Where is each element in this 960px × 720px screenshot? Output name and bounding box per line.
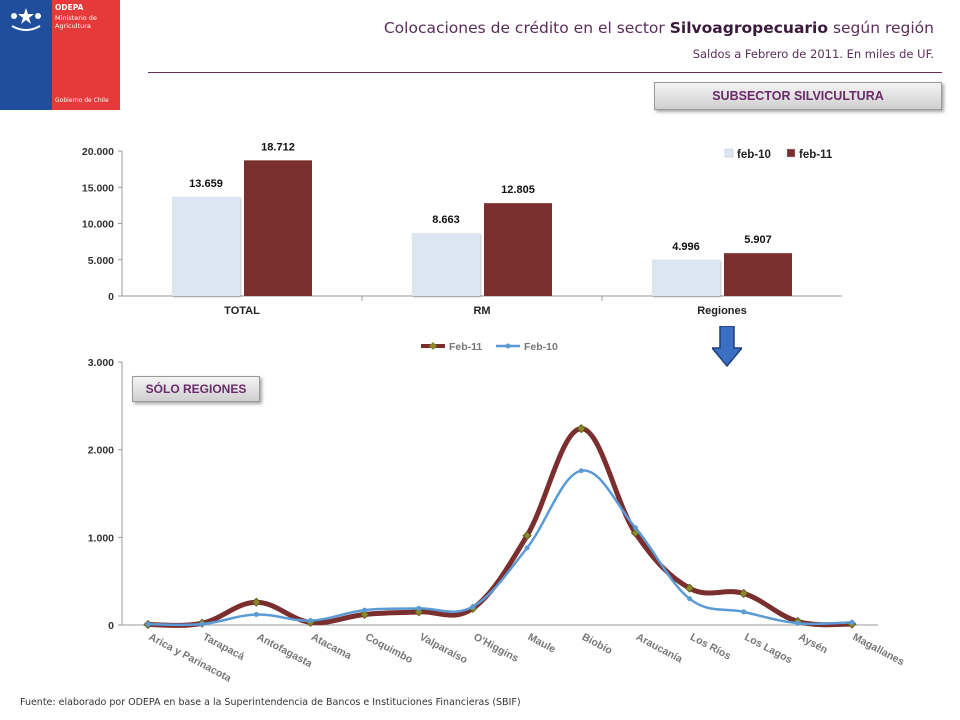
down-arrow-icon bbox=[712, 326, 742, 368]
chile-crest-icon bbox=[11, 8, 41, 31]
line-x-tick-label: Magallanes bbox=[851, 631, 907, 668]
title-prefix: Colocaciones de crédito en el sector bbox=[383, 19, 670, 37]
bar-legend-swatch bbox=[724, 148, 734, 158]
bar-feb-10-rm bbox=[412, 233, 480, 296]
point-feb-11 bbox=[414, 607, 424, 617]
bar-value-label: 5.907 bbox=[744, 234, 772, 246]
page-subtitle: Saldos a Febrero de 2011. En miles de UF… bbox=[692, 47, 934, 61]
point-feb-11 bbox=[684, 583, 695, 593]
bar-legend-label: feb-11 bbox=[799, 149, 833, 161]
point-feb-10 bbox=[416, 605, 422, 611]
bar-y-tick-label: 15.000 bbox=[82, 182, 114, 194]
bar-feb-10-total bbox=[172, 196, 240, 296]
line-y-tick-label: 0 bbox=[108, 620, 114, 632]
title-bold: Silvoagropecuario bbox=[669, 19, 829, 37]
bar-category-label: RM bbox=[473, 305, 490, 317]
line-legend-label: Feb-11 bbox=[449, 341, 482, 353]
bar-value-label: 13.659 bbox=[189, 178, 223, 190]
line-x-tick-label: Valparaíso bbox=[417, 631, 469, 666]
point-feb-10 bbox=[578, 468, 584, 474]
line-x-tick-label: Araucanía bbox=[634, 631, 685, 666]
title-divider bbox=[148, 72, 942, 73]
title-suffix: según región bbox=[828, 19, 934, 37]
logo-ministry-line1: Ministerio de bbox=[55, 14, 97, 22]
series-line-feb-10 bbox=[146, 469, 854, 627]
bar-category-label: TOTAL bbox=[224, 305, 260, 317]
bar-legend-swatch bbox=[786, 148, 796, 158]
bar-y-tick-label: 10.000 bbox=[82, 219, 114, 231]
bar-chart: 0 5.000 10.000 15.000 20.000 13.659 18.712 TOTA… bbox=[82, 141, 842, 317]
line-legend-label: Feb-10 bbox=[524, 341, 558, 353]
logo-red-panel bbox=[52, 0, 120, 110]
logo-ministry-line2: Agricultura bbox=[55, 22, 91, 30]
bar-value-label: 12.805 bbox=[501, 184, 535, 196]
point-feb-11 bbox=[251, 597, 261, 607]
point-feb-10 bbox=[795, 620, 801, 626]
bar-legend-label: feb-10 bbox=[737, 149, 771, 161]
line-x-tick-label: Maule bbox=[526, 631, 558, 656]
point-feb-10 bbox=[632, 525, 638, 531]
subsector-tag: SUBSECTOR SILVICULTURA bbox=[654, 82, 942, 110]
line-y-tick-label: 1.000 bbox=[88, 532, 114, 544]
line-x-tick-label: O'Higgins bbox=[472, 631, 521, 665]
bar-y-tick-label: 20.000 bbox=[82, 146, 114, 158]
series-line-feb-11 bbox=[145, 426, 855, 628]
bar-value-label: 4.996 bbox=[672, 241, 700, 253]
line-x-tick-label: Aysén bbox=[796, 631, 829, 656]
bar-category-label: Regiones bbox=[697, 305, 747, 317]
line-x-tick-label: Coquimbo bbox=[363, 631, 414, 666]
line-x-tick-label: Los Lagos bbox=[742, 631, 794, 666]
regiones-tag: SÓLO REGIONES bbox=[132, 376, 260, 402]
point-feb-10 bbox=[470, 604, 476, 610]
bar-feb-11-total bbox=[244, 160, 312, 296]
point-feb-11 bbox=[522, 531, 532, 541]
logo-ministry: Ministerio de Agricultura bbox=[55, 14, 97, 30]
line-y-tick-label: 2.000 bbox=[88, 445, 114, 457]
page-title: Colocaciones de crédito en el sector Sil… bbox=[384, 19, 934, 37]
point-feb-10 bbox=[849, 619, 855, 625]
point-feb-10 bbox=[145, 621, 151, 627]
point-feb-10 bbox=[741, 609, 747, 615]
line-x-tick-label: Tarapacá bbox=[201, 631, 247, 663]
point-feb-11 bbox=[360, 609, 370, 620]
bar-y-tick-label: 5.000 bbox=[88, 255, 114, 267]
logo-org-name: ODEPA bbox=[55, 3, 84, 12]
bar-feb-11-regiones bbox=[724, 253, 792, 296]
logo-government: Gobierno de Chile bbox=[55, 97, 109, 104]
point-feb-11 bbox=[576, 424, 586, 434]
point-feb-11 bbox=[739, 588, 749, 599]
line-legend-marker bbox=[505, 343, 511, 349]
line-x-tick-label: Antofagasta bbox=[255, 631, 314, 670]
point-feb-10 bbox=[524, 545, 530, 551]
line-y-tick-label: 3.000 bbox=[88, 357, 114, 369]
odepa-logo: ODEPA Ministerio de Agricultura Gobierno… bbox=[0, 0, 120, 110]
bar-value-label: 18.712 bbox=[261, 141, 295, 153]
point-feb-10 bbox=[307, 618, 313, 624]
point-feb-10 bbox=[199, 621, 205, 627]
point-feb-10 bbox=[362, 607, 368, 613]
point-feb-10 bbox=[253, 611, 259, 617]
bar-value-label: 8.663 bbox=[432, 214, 460, 226]
line-x-tick-label: Atacama bbox=[309, 631, 353, 662]
line-x-tick-label: Los Ríos bbox=[688, 631, 733, 662]
bar-y-tick-label: 0 bbox=[108, 291, 114, 303]
bar-feb-10-regiones bbox=[652, 259, 720, 296]
point-feb-10 bbox=[687, 596, 693, 602]
bar-feb-11-rm bbox=[484, 203, 552, 296]
line-x-tick-label: Biobío bbox=[580, 631, 614, 657]
source-footnote: Fuente: elaborado por ODEPA en base a la… bbox=[20, 697, 521, 708]
line-legend-marker bbox=[429, 342, 437, 350]
